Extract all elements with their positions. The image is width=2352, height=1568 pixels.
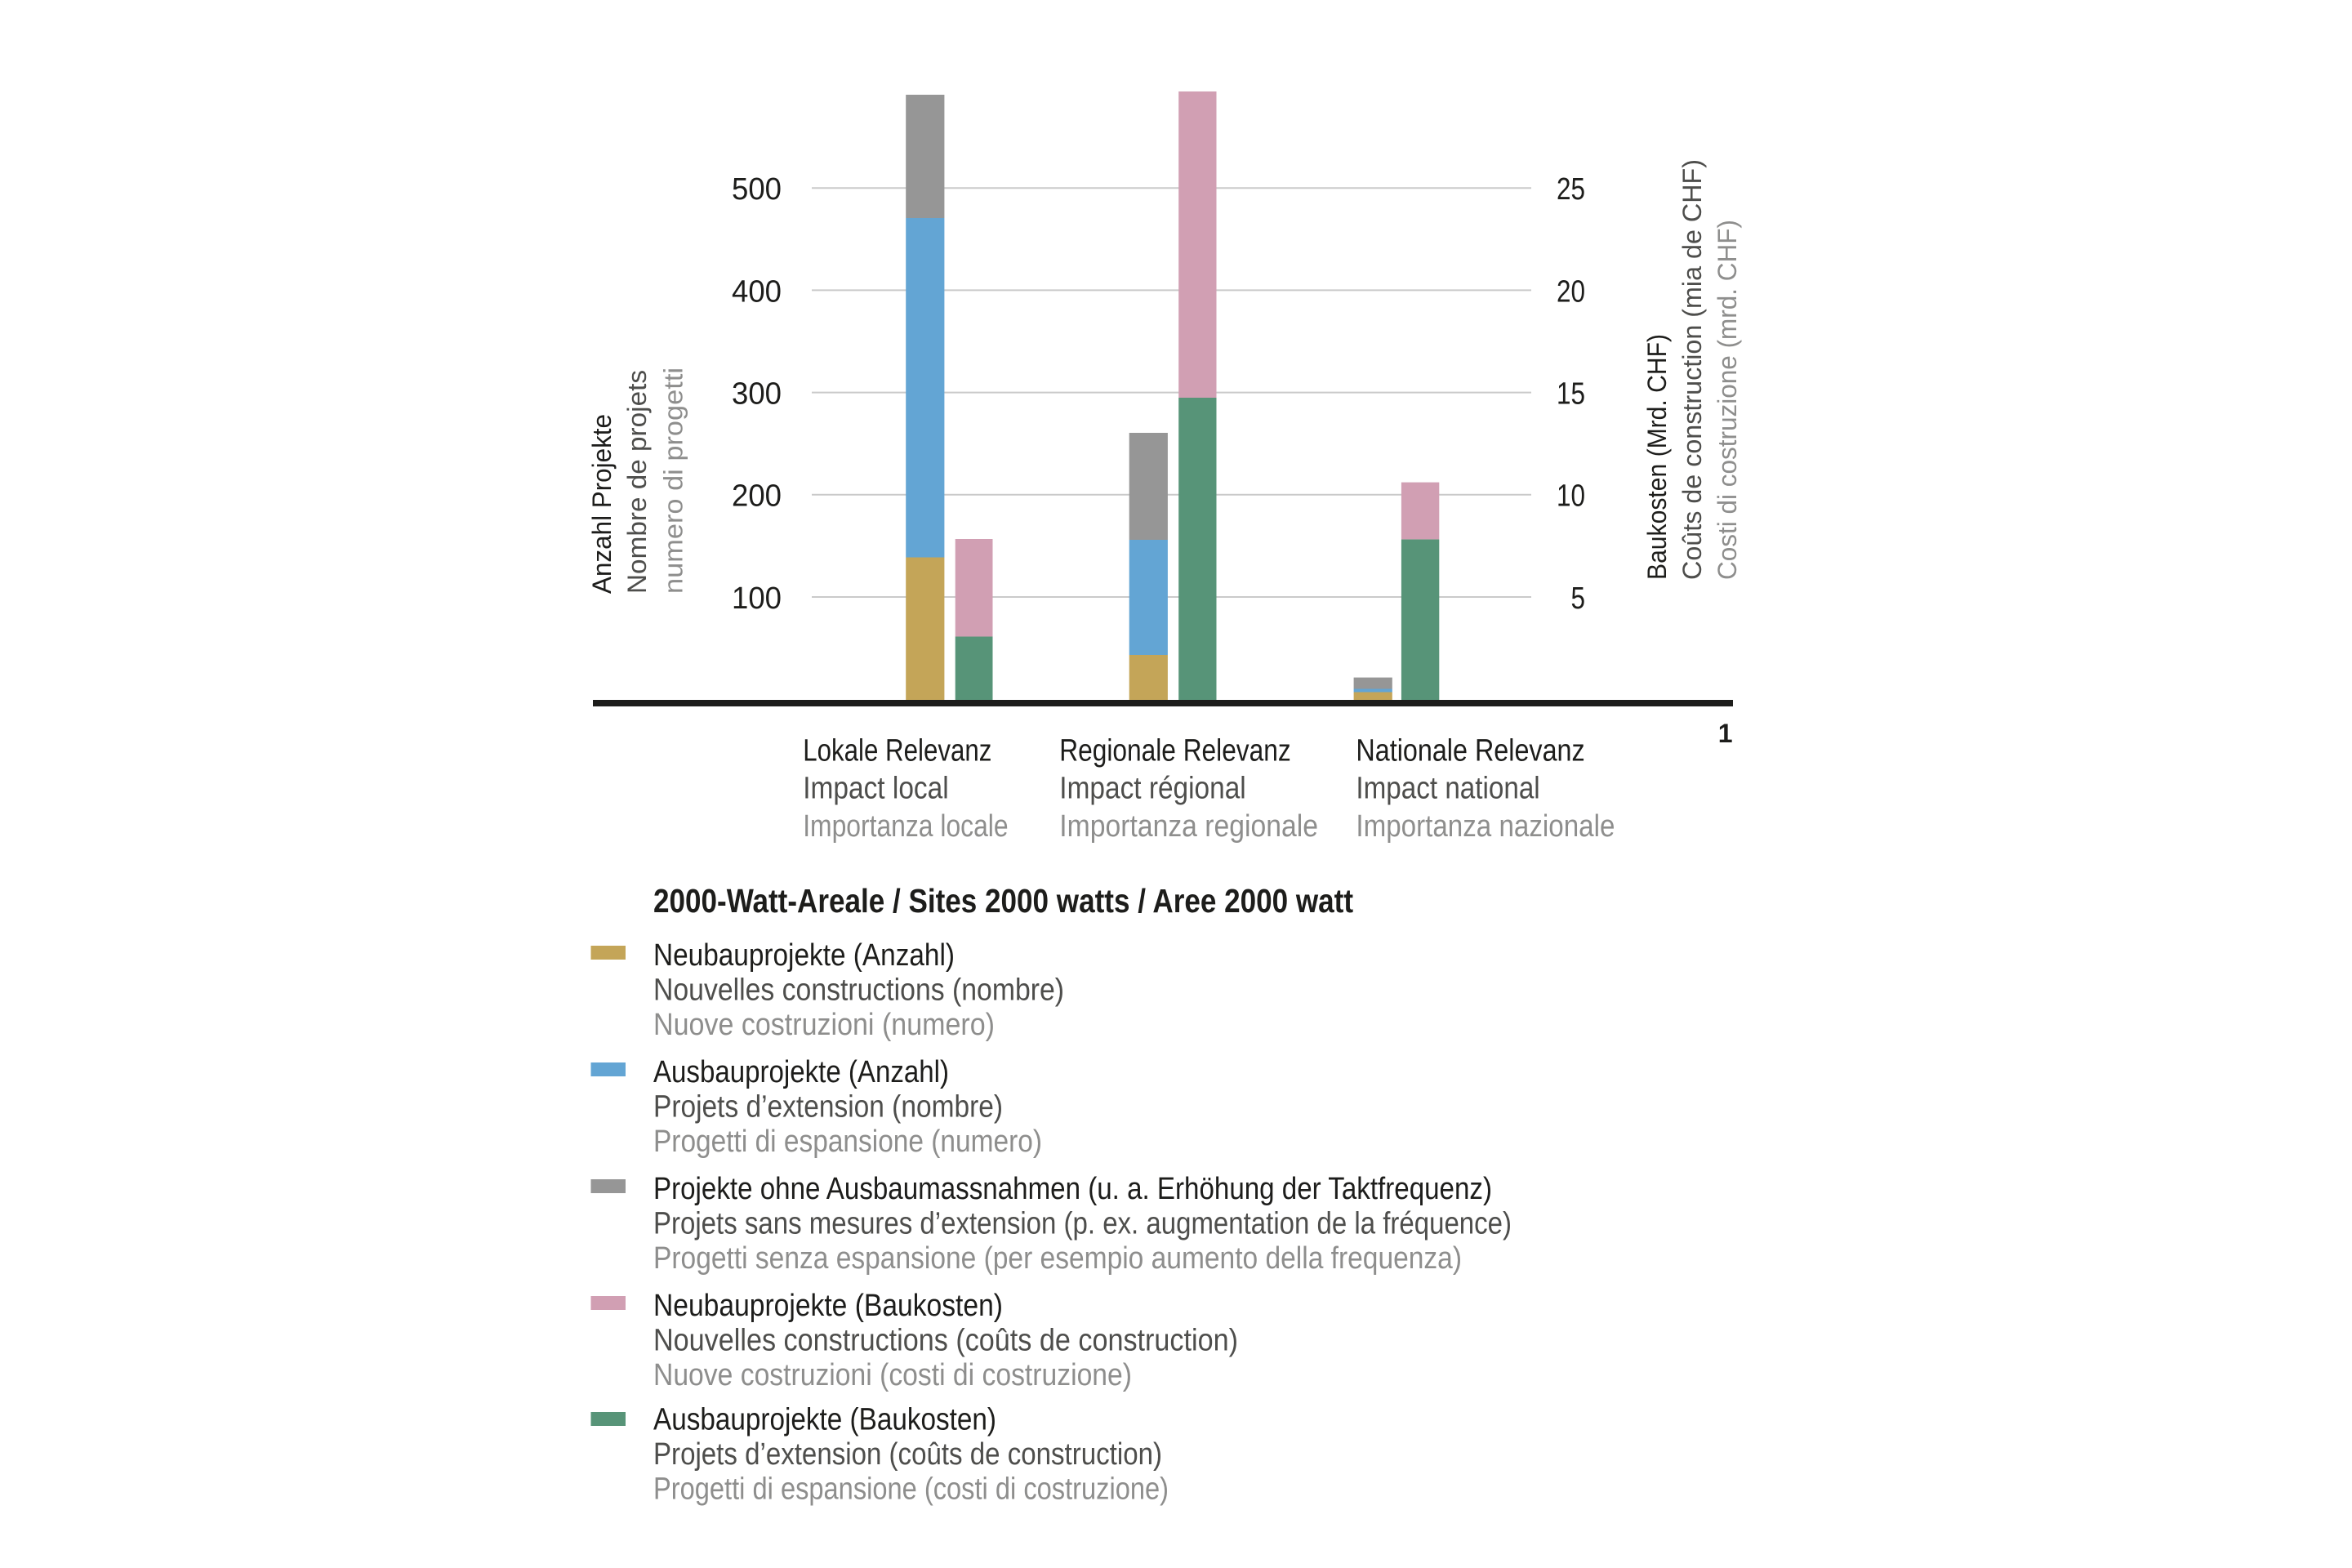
svg-text:Nationale Relevanz: Nationale Relevanz [1356,733,1584,768]
svg-text:500: 500 [732,172,782,207]
svg-text:Baukosten (Mrd. CHF): Baukosten (Mrd. CHF) [1642,334,1672,580]
svg-text:Importanza regionale: Importanza regionale [1059,809,1318,844]
svg-text:Impact national: Impact national [1356,772,1539,806]
svg-text:Costi di costruzione (mrd. CHF: Costi di costruzione (mrd. CHF) [1713,220,1742,580]
svg-text:Anzahl Projekte: Anzahl Projekte [587,414,617,594]
svg-text:10: 10 [1557,479,1585,514]
svg-text:15: 15 [1557,377,1585,412]
svg-text:Neubauprojekte (Baukosten): Neubauprojekte (Baukosten) [653,1289,1003,1323]
svg-text:20: 20 [1557,274,1585,309]
svg-text:Nuove costruzioni (numero): Nuove costruzioni (numero) [653,1008,995,1042]
svg-text:numero di progetti: numero di progetti [659,368,688,594]
svg-text:2000-Watt-Areale / Sites 2000: 2000-Watt-Areale / Sites 2000 watts / Ar… [653,882,1353,920]
svg-text:5: 5 [1571,581,1586,616]
svg-text:Projekte ohne Ausbaumassnahmen: Projekte ohne Ausbaumassnahmen (u. a. Er… [653,1172,1492,1206]
svg-text:Projets sans mesures d’extensi: Projets sans mesures d’extension (p. ex.… [653,1206,1512,1241]
svg-text:400: 400 [732,274,782,309]
svg-text:100: 100 [732,581,782,616]
svg-text:200: 200 [732,479,782,514]
svg-text:Progetti senza espansione (per: Progetti senza espansione (per esempio a… [653,1241,1462,1276]
svg-text:Lokale Relevanz: Lokale Relevanz [803,733,991,768]
svg-text:Regionale Relevanz: Regionale Relevanz [1059,733,1290,768]
svg-text:Projets d’extension (coûts de: Projets d’extension (coûts de constructi… [653,1437,1162,1472]
svg-text:Nuove costruzioni (costi di co: Nuove costruzioni (costi di costruzione) [653,1358,1132,1392]
svg-text:300: 300 [732,377,782,412]
svg-text:Impact régional: Impact régional [1059,772,1245,806]
svg-text:Nouvelles constructions (nombr: Nouvelles constructions (nombre) [653,973,1064,1007]
svg-text:Nombre de projets: Nombre de projets [622,370,652,594]
svg-text:Projets d’extension (nombre): Projets d’extension (nombre) [653,1089,1003,1124]
svg-text:Nouvelles constructions (coûts: Nouvelles constructions (coûts de constr… [653,1323,1238,1357]
svg-text:Importanza locale: Importanza locale [803,809,1008,844]
svg-text:Ausbauprojekte (Anzahl): Ausbauprojekte (Anzahl) [653,1055,949,1089]
svg-text:Ausbauprojekte (Baukosten): Ausbauprojekte (Baukosten) [653,1403,996,1437]
svg-text:1: 1 [1718,719,1733,748]
svg-text:Neubauprojekte (Anzahl): Neubauprojekte (Anzahl) [653,938,955,973]
svg-text:Progetti di espansione (costi: Progetti di espansione (costi di costruz… [653,1472,1169,1506]
svg-text:Importanza nazionale: Importanza nazionale [1356,809,1615,844]
svg-text:Coûts de construction (mia de: Coûts de construction (mia de CHF) [1677,159,1707,580]
svg-text:25: 25 [1557,172,1585,207]
svg-text:Impact local: Impact local [803,772,948,806]
svg-text:Progetti di espansione (numero: Progetti di espansione (numero) [653,1125,1042,1159]
